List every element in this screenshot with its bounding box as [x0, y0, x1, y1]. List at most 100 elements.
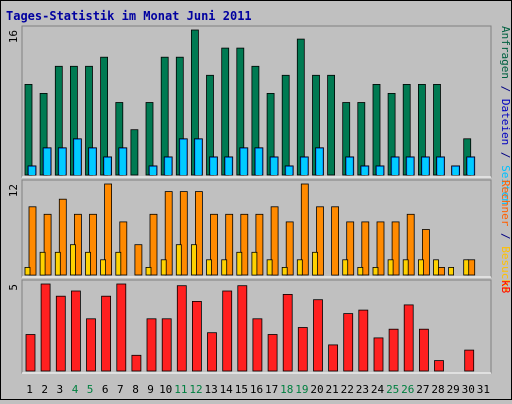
bar-seiten-day-16 [255, 148, 262, 175]
bar-kb-day-14 [222, 290, 233, 372]
bar-besuche-day-15 [240, 213, 249, 276]
side-label-panel-3: kB [499, 280, 512, 294]
bar-seiten-day-14 [225, 157, 232, 175]
bar-seiten-day-20 [316, 148, 323, 175]
x-tick-label-day-26: 26 [401, 383, 414, 396]
bar-anfragen-day-1 [24, 84, 33, 176]
side-label-part-2-2: / [499, 226, 512, 246]
x-tick-label-day-5: 5 [87, 383, 94, 396]
bar-seiten-day-25 [392, 157, 399, 175]
bar-besuche-day-9 [149, 213, 158, 276]
bar-kb-day-13 [207, 332, 217, 372]
bar-kb-day-23 [358, 309, 369, 372]
x-tick-label-day-7: 7 [117, 383, 124, 396]
x-tick-label-day-11: 11 [174, 383, 187, 396]
bar-kb-day-12 [191, 300, 202, 372]
bar-seiten-day-1 [29, 166, 35, 175]
bar-kb-day-9 [146, 318, 157, 372]
x-tick-label-day-2: 2 [41, 383, 48, 396]
bar-besuche-day-6 [104, 183, 112, 276]
side-label-part-1-2: / [499, 79, 512, 99]
bar-kb-day-6 [101, 295, 111, 372]
bar-anfragen-day-14 [221, 47, 230, 176]
x-tick-label-day-6: 6 [102, 383, 109, 396]
bar-seiten-day-6 [104, 157, 111, 175]
bar-rechner-day-12 [190, 244, 197, 276]
x-tick-label-day-19: 19 [295, 383, 308, 396]
bar-besuche-day-21 [331, 206, 340, 276]
x-tick-label-day-17: 17 [265, 383, 278, 396]
bar-rechner-day-15 [236, 251, 243, 276]
bar-rechner-day-10 [160, 259, 167, 276]
bar-besuche-day-18 [285, 221, 294, 276]
bar-seiten-day-18 [286, 166, 293, 175]
bar-besuche-day-7 [119, 221, 128, 276]
bar-kb-day-8 [131, 354, 142, 372]
x-tick-label-day-1: 1 [26, 383, 33, 396]
bar-seiten-day-29 [452, 166, 459, 175]
bar-seiten-day-23 [361, 166, 368, 175]
bar-kb-day-19 [297, 327, 308, 372]
bar-besuche-day-14 [225, 213, 234, 276]
bar-kb-day-30 [464, 349, 475, 372]
side-label-part-2-3: Besuche [499, 246, 512, 292]
bar-seiten-day-28 [437, 157, 444, 175]
bar-kb-day-18 [282, 293, 293, 372]
side-label-part-3-1: kB [499, 280, 512, 294]
bar-seiten-day-30 [467, 157, 474, 175]
bar-besuche-day-3 [58, 198, 67, 276]
bar-seiten-day-4 [74, 139, 81, 176]
y-tick-label-panel-1: 16 [7, 30, 20, 43]
bar-rechner-day-25 [387, 259, 394, 276]
bar-rechner-day-29 [448, 266, 455, 276]
bar-kb-day-10 [161, 318, 172, 372]
bar-kb-day-28 [434, 360, 444, 372]
bar-kb-day-11 [176, 285, 187, 372]
bar-besuche-day-13 [210, 213, 218, 276]
x-tick-label-day-29: 29 [447, 383, 460, 396]
x-tick-label-day-21: 21 [325, 383, 338, 396]
bar-rechner-day-18 [281, 266, 288, 276]
x-tick-label-day-18: 18 [280, 383, 293, 396]
bar-seiten-day-22 [346, 157, 353, 175]
bar-rechner-day-16 [251, 251, 258, 276]
bar-besuche-day-20 [316, 206, 324, 276]
bar-rechner-day-17 [266, 259, 273, 276]
y-tick-label-panel-3: 5 [7, 284, 20, 291]
bar-besuche-day-19 [300, 183, 309, 276]
x-tick-label-day-27: 27 [416, 383, 429, 396]
bar-kb-day-26 [403, 304, 414, 372]
bar-rechner-day-28 [433, 259, 439, 276]
x-tick-label-day-22: 22 [341, 383, 354, 396]
bar-anfragen-day-24 [372, 84, 381, 176]
bar-rechner-day-9 [145, 266, 152, 276]
side-label-panel-2: Rechner / Besuche [499, 180, 512, 293]
bar-seiten-day-9 [150, 166, 156, 175]
bar-anfragen-day-19 [296, 38, 305, 176]
bar-besuche-day-17 [270, 206, 279, 276]
bar-kb-day-7 [116, 283, 127, 372]
x-tick-label-day-25: 25 [386, 383, 399, 396]
bar-kb-day-5 [86, 318, 96, 372]
bar-rechner-day-1 [24, 266, 31, 276]
bar-besuche-day-16 [255, 213, 264, 276]
bar-rechner-day-27 [417, 259, 424, 276]
bar-besuche-day-23 [361, 221, 370, 276]
side-label-part-1-5: Seiten [499, 165, 512, 205]
x-tick-label-day-13: 13 [204, 383, 217, 396]
bar-kb-day-1 [25, 334, 36, 372]
x-tick-label-day-16: 16 [250, 383, 263, 396]
y-tick-label-panel-2: 12 [7, 184, 20, 197]
bar-seiten-day-24 [377, 166, 383, 175]
bar-kb-day-3 [55, 295, 66, 372]
bar-rechner-day-6 [100, 259, 106, 276]
bar-besuche-day-8 [134, 244, 143, 276]
bar-seiten-day-10 [165, 157, 172, 175]
bar-besuche-day-24 [376, 221, 385, 276]
side-label-part-2-1: Rechner [499, 180, 512, 227]
side-label-part-1-1: Anfragen [499, 26, 512, 79]
bar-seiten-day-15 [240, 148, 247, 175]
bar-rechner-day-30 [463, 259, 470, 276]
bar-kb-day-27 [418, 328, 429, 372]
bar-besuche-day-25 [391, 221, 400, 276]
